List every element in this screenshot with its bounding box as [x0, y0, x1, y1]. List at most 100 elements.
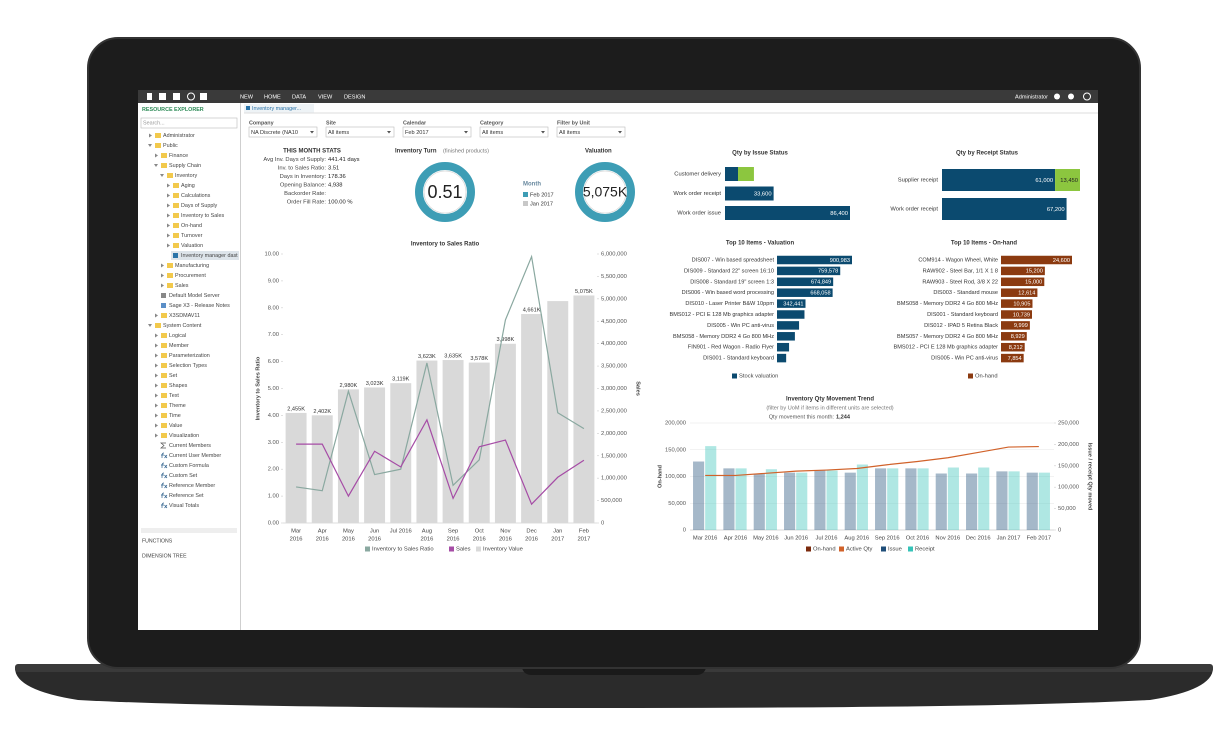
tree-toggle[interactable]	[167, 213, 170, 218]
tree-toggle[interactable]	[155, 423, 158, 428]
icon-help[interactable]	[1083, 92, 1091, 101]
menu-item[interactable]: DATA	[292, 94, 306, 100]
tree-item[interactable]: Valuation	[181, 243, 203, 249]
tree-toggle[interactable]	[161, 263, 164, 268]
tree-item[interactable]: Theme	[169, 403, 186, 409]
tree-item[interactable]: Text	[169, 393, 179, 399]
tree-item[interactable]: On-hand	[181, 223, 202, 229]
tree-item[interactable]: Custom Set	[169, 473, 198, 479]
tree-toggle[interactable]	[155, 363, 158, 368]
tree-toggle[interactable]	[155, 403, 158, 408]
tree-item[interactable]: Sales	[175, 283, 189, 289]
tree-item[interactable]: Custom Formula	[169, 463, 209, 469]
tree-item[interactable]: Supply Chain	[169, 163, 201, 169]
tree-toggle[interactable]	[167, 223, 170, 228]
tree-toggle[interactable]	[148, 324, 152, 327]
tree-item[interactable]: Finance	[169, 153, 188, 159]
data-label: 3,623K	[418, 354, 436, 360]
y2-tick-label: 0	[601, 521, 604, 527]
icon-screen[interactable]	[1054, 93, 1060, 100]
filter-dropdown[interactable]	[556, 126, 626, 138]
tree-item[interactable]: Set	[169, 373, 178, 379]
tree-item[interactable]: Parameterization	[169, 353, 210, 359]
icon-refresh[interactable]	[187, 92, 195, 101]
tree-item[interactable]: Member	[169, 343, 189, 349]
tree-item[interactable]: X3SDMAV11	[169, 313, 200, 319]
menu-item[interactable]: HOME	[264, 94, 281, 100]
tree-item[interactable]: Default Model Server	[169, 293, 220, 299]
tree-toggle[interactable]	[160, 174, 164, 177]
bar	[796, 472, 808, 530]
tree-item[interactable]: Public	[163, 143, 178, 149]
search-box[interactable]	[140, 117, 238, 129]
tree-item[interactable]: Aging	[181, 183, 195, 189]
category-label: DIS010 - Laser Printer B&W 10ppm	[685, 301, 774, 307]
tree-item[interactable]: Inventory manager dast	[181, 253, 238, 259]
tree-item[interactable]: Procurement	[175, 273, 206, 279]
tree-toggle[interactable]	[155, 433, 158, 438]
tab[interactable]	[244, 104, 314, 113]
tree-toggle[interactable]	[155, 383, 158, 388]
menu-item[interactable]: NEW	[240, 94, 254, 100]
tree-item[interactable]: Sage X3 - Release Notes	[169, 303, 230, 309]
tree-toggle[interactable]	[155, 333, 158, 338]
tree-toggle[interactable]	[167, 243, 170, 248]
tree-item[interactable]: Administrator	[163, 133, 195, 139]
x-tick-label: 2017	[577, 537, 590, 543]
tree-toggle[interactable]	[167, 193, 170, 198]
tree-toggle[interactable]	[167, 203, 170, 208]
filter-dropdown[interactable]	[479, 126, 549, 138]
tree-item[interactable]: Visualization	[169, 433, 199, 439]
filter-dropdown[interactable]	[402, 126, 472, 138]
y2-axis-title: Issue / receipt Qty moved	[1087, 443, 1093, 511]
tree-item[interactable]: Reference Member	[169, 483, 215, 489]
tree-item[interactable]: Inventory to Sales	[181, 213, 224, 219]
tree-toggle[interactable]	[149, 133, 152, 138]
tree-item[interactable]: Logical	[169, 333, 186, 339]
tree-toggle[interactable]	[161, 273, 164, 278]
category-label: RAW902 - Steel Bar, 1/1 X 1 8	[923, 268, 998, 274]
legend-swatch	[523, 201, 528, 206]
filter-dropdown[interactable]	[325, 126, 395, 138]
tree-toggle[interactable]	[155, 313, 158, 318]
menu-item[interactable]: VIEW	[318, 94, 333, 100]
filter-dropdown[interactable]	[248, 126, 318, 138]
tree-item[interactable]: Current User Member	[169, 453, 221, 459]
folder-icon	[173, 213, 179, 218]
tree-toggle[interactable]	[155, 413, 158, 418]
icon-share[interactable]	[200, 93, 207, 100]
tree-item[interactable]: Current Members	[169, 443, 211, 449]
bar	[765, 469, 777, 530]
tree-item[interactable]: Value	[169, 423, 182, 429]
tree-item[interactable]: Visual Totals	[169, 503, 199, 509]
tree-toggle[interactable]	[155, 153, 158, 158]
explorer-section[interactable]: DIMENSION TREE	[142, 553, 187, 559]
tree-toggle[interactable]	[148, 144, 152, 147]
tree-item[interactable]: Turnover	[181, 233, 203, 239]
tree-toggle[interactable]	[167, 183, 170, 188]
explorer-section[interactable]: FUNCTIONS	[142, 538, 173, 544]
fx-icon	[161, 482, 168, 489]
tree-item[interactable]: Shapes	[169, 383, 188, 389]
tree-item[interactable]: Manufacturing	[175, 263, 209, 269]
tree-toggle[interactable]	[154, 164, 158, 167]
y-tick-label: 4.00	[268, 413, 279, 419]
category-label: COM914 - Wagon Wheel, White	[918, 257, 998, 263]
tree-toggle[interactable]	[155, 353, 158, 358]
menu-item[interactable]: DESIGN	[344, 94, 365, 100]
tree-scrollbar[interactable]	[141, 528, 237, 533]
tree-item[interactable]: System Content	[163, 323, 202, 329]
tree-toggle[interactable]	[161, 283, 164, 288]
tree-item[interactable]: Days of Supply	[181, 203, 218, 209]
tree-item[interactable]: Inventory	[175, 173, 197, 179]
tree-toggle[interactable]	[155, 393, 158, 398]
tree-toggle[interactable]	[155, 343, 158, 348]
tab-label[interactable]: Inventory manager...	[252, 106, 301, 112]
tree-toggle[interactable]	[155, 373, 158, 378]
tree-item[interactable]: Reference Set	[169, 493, 204, 499]
icon-settings[interactable]	[1068, 93, 1074, 100]
tree-item[interactable]: Calculations	[181, 193, 211, 199]
tree-item[interactable]: Selection Types	[169, 363, 207, 369]
tree-item[interactable]: Time	[169, 413, 181, 419]
tree-toggle[interactable]	[167, 233, 170, 238]
